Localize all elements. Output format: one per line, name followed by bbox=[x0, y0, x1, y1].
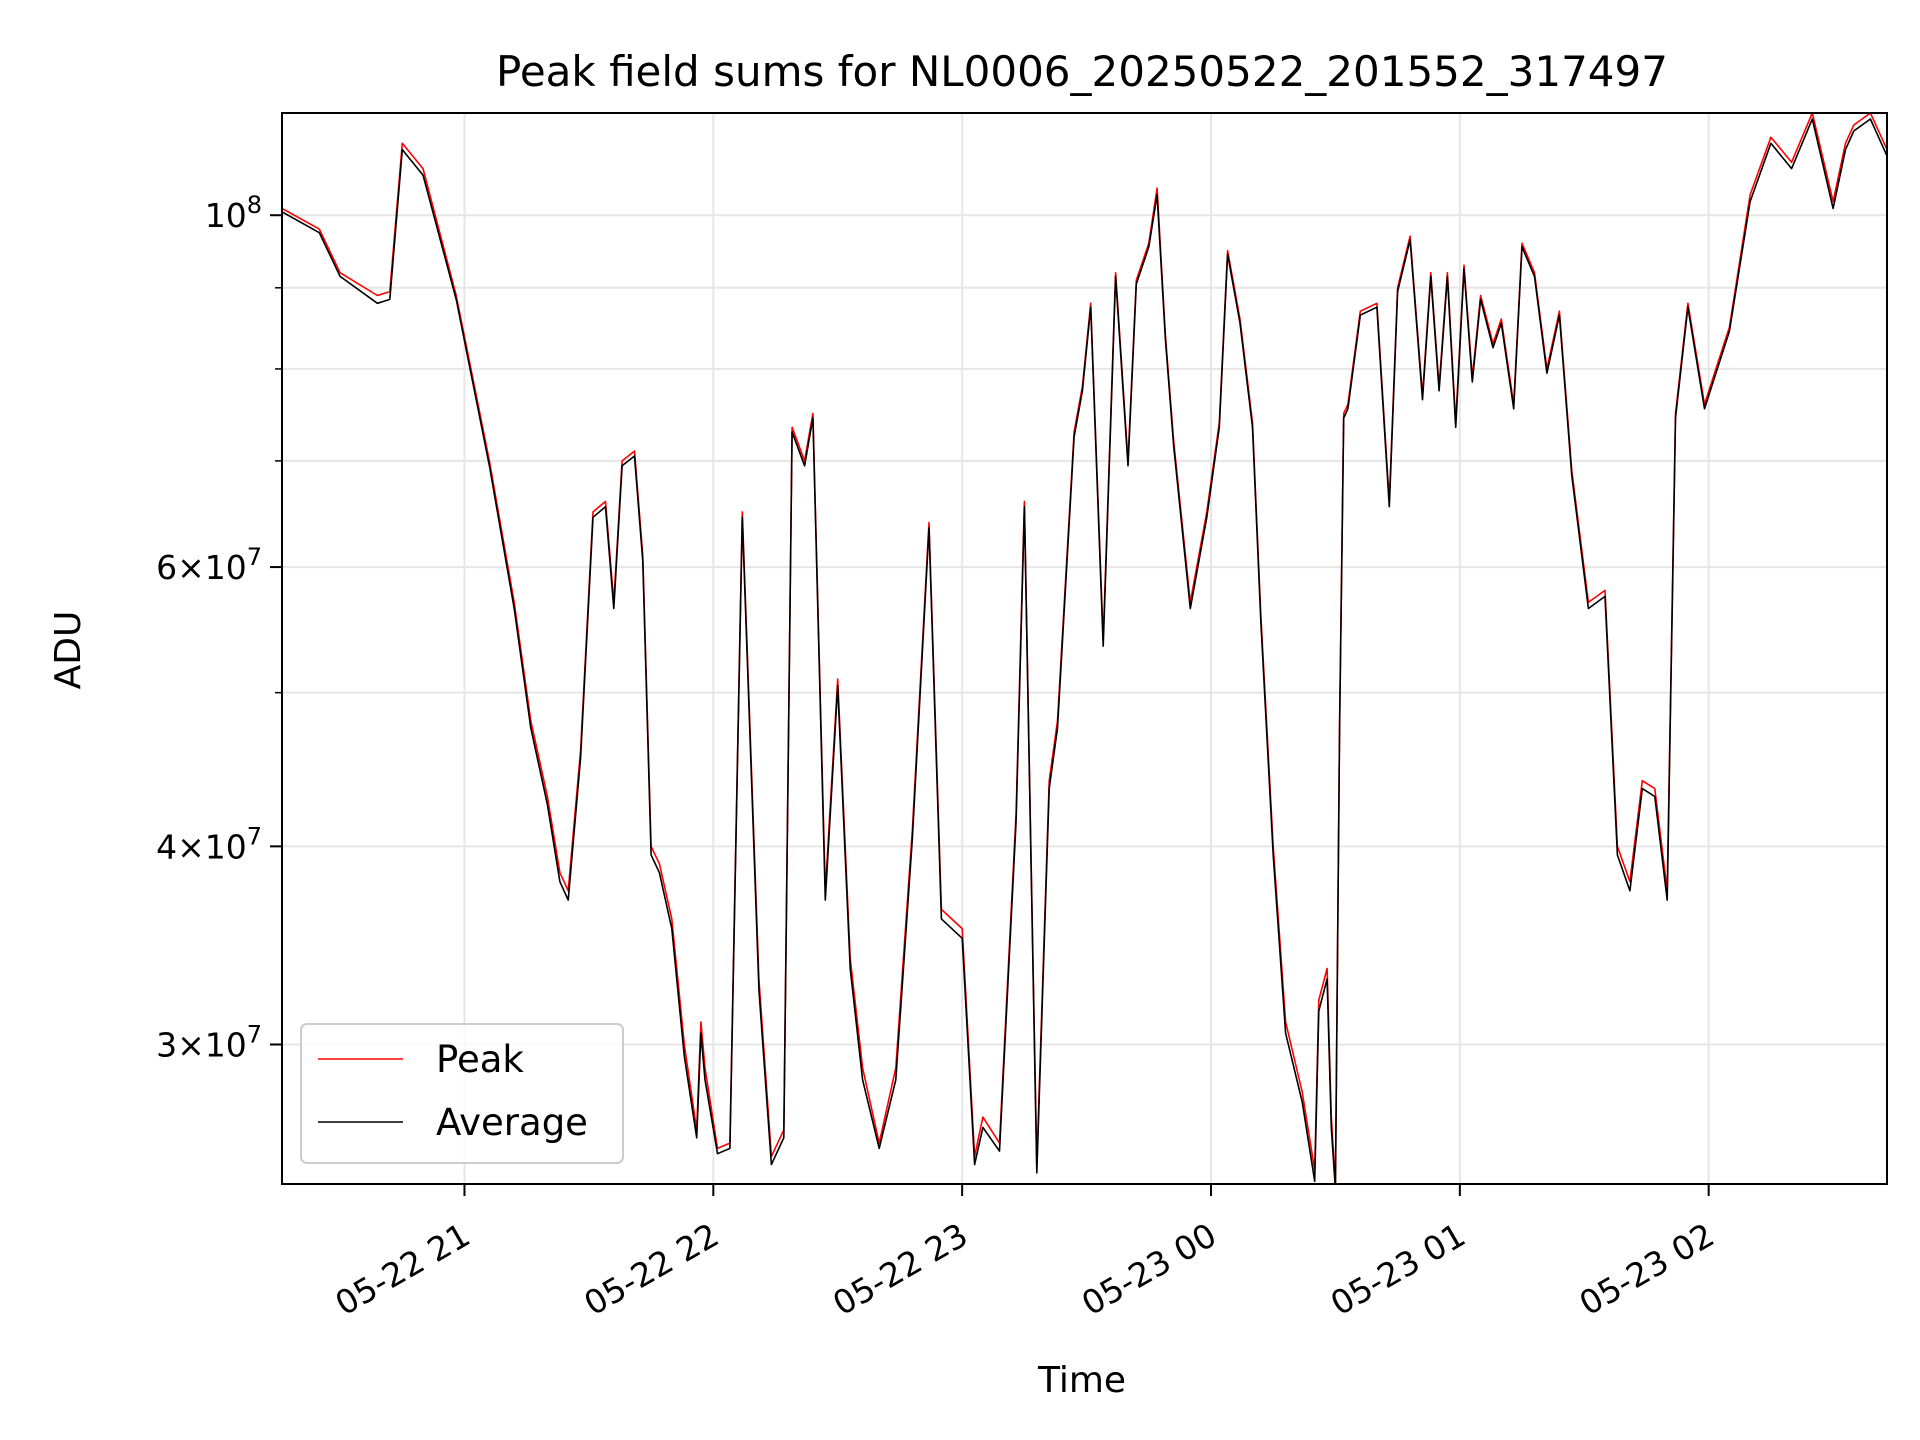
x-tick-label: 05-23 02 bbox=[1573, 1215, 1721, 1323]
x-axis-label: Time bbox=[1037, 1360, 1126, 1401]
series-layer bbox=[282, 113, 1887, 1184]
plot-frame bbox=[281, 112, 1888, 1185]
x-tick-label: 05-22 23 bbox=[826, 1215, 974, 1323]
y-tick-label: 6×107 bbox=[156, 543, 262, 587]
y-axis: 3×107 4×107 6×107 108 bbox=[156, 191, 282, 1065]
x-tick-label: 05-22 22 bbox=[577, 1215, 725, 1323]
x-tick-label: 05-23 01 bbox=[1324, 1215, 1472, 1323]
legend-label-peak: Peak bbox=[436, 1038, 524, 1081]
y-tick-label: 3×107 bbox=[156, 1021, 262, 1065]
x-tick-label: 05-22 21 bbox=[328, 1215, 476, 1323]
y-tick-label: 4×107 bbox=[156, 822, 262, 866]
x-axis: 05-22 21 05-22 22 05-22 23 05-23 00 05-23 01… bbox=[328, 1184, 1721, 1323]
y-axis-label: ADU bbox=[48, 611, 89, 690]
x-tick-label: 05-23 00 bbox=[1075, 1215, 1223, 1323]
legend-label-average: Average bbox=[436, 1101, 588, 1144]
series-line-average bbox=[282, 118, 1887, 1184]
y-tick-label: 108 bbox=[205, 191, 262, 235]
legend: Peak Average bbox=[300, 1023, 624, 1164]
chart-title: Peak field sums for NL0006_20250522_2015… bbox=[496, 47, 1668, 96]
